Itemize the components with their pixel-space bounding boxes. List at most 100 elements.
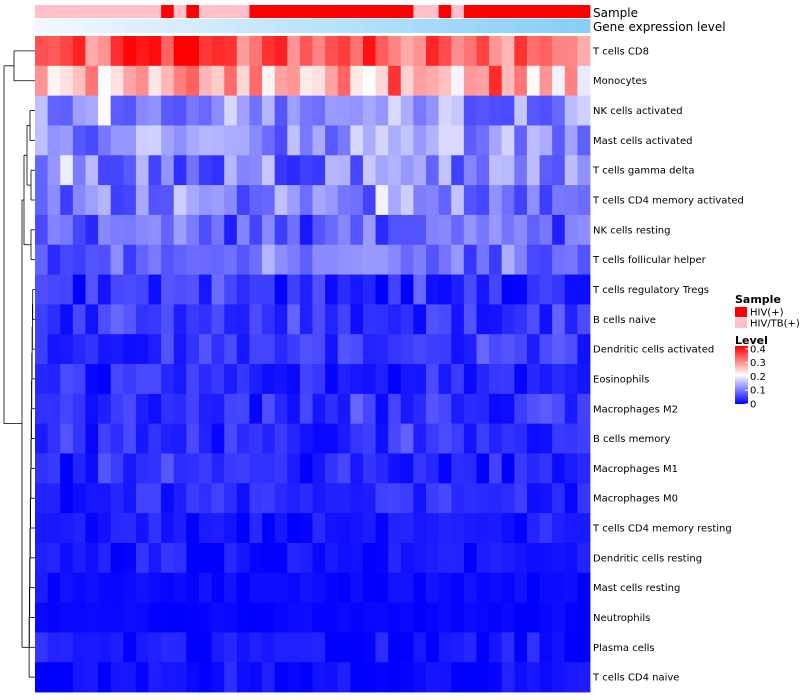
heatmap-cell	[350, 65, 364, 97]
heatmap-cell	[299, 274, 313, 305]
heatmap-cell	[501, 393, 515, 425]
heatmap-cell	[476, 334, 490, 365]
heatmap-cell	[72, 155, 86, 186]
heatmap-cell	[35, 632, 49, 663]
heatmap-cell	[173, 125, 187, 156]
heatmap-cell	[375, 423, 389, 454]
sample-annotation-cell	[375, 5, 389, 18]
heatmap-cell	[47, 423, 61, 454]
heatmap-cell	[388, 214, 402, 246]
heatmap-cell	[350, 513, 364, 544]
heatmap-cell	[400, 155, 414, 186]
heatmap-cell	[123, 125, 137, 156]
heatmap-cell	[148, 572, 162, 603]
heatmap-cell	[211, 125, 225, 156]
heatmap-cell	[135, 632, 149, 663]
heatmap-cell	[299, 393, 313, 425]
heatmap-cell	[438, 364, 452, 395]
heatmap-cell	[501, 274, 515, 305]
heatmap-cell	[249, 364, 263, 395]
legend: Sample HIV(+)HIV/TB(+) Level 0.4 0.3 0.2 0.…	[735, 293, 800, 411]
heatmap-cell	[362, 542, 376, 574]
heatmap-cell	[123, 483, 137, 514]
heatmap-cell	[299, 513, 313, 544]
heatmap-cell	[400, 364, 414, 395]
heatmap-cell	[85, 572, 99, 603]
heatmap-cell	[337, 274, 351, 305]
heatmap-cell	[135, 423, 149, 454]
heatmap-cell	[526, 95, 540, 126]
heatmap-cell	[98, 662, 112, 693]
heatmap-cell	[123, 632, 137, 663]
heatmap-cell	[337, 125, 351, 156]
heatmap-cell	[148, 423, 162, 454]
heatmap-cell	[400, 453, 414, 484]
heatmap-cell	[337, 662, 351, 693]
heatmap-cell	[577, 274, 591, 305]
heatmap-cell	[60, 393, 74, 425]
heatmap-cell	[274, 632, 288, 663]
heatmap-cell	[123, 36, 137, 67]
heatmap-cell	[98, 155, 112, 186]
sample-annotation-cell	[312, 5, 326, 18]
heatmap-cell	[552, 214, 566, 246]
heatmap-cell	[299, 632, 313, 663]
heatmap-cell	[224, 483, 238, 514]
heatmap-cell	[552, 662, 566, 693]
heatmap-cell	[236, 214, 250, 246]
heatmap-cell	[262, 36, 276, 67]
heatmap-cell	[72, 662, 86, 693]
heatmap-cell	[72, 244, 86, 275]
heatmap-cell	[60, 632, 74, 663]
heatmap-cell	[211, 65, 225, 97]
heatmap-cell	[262, 214, 276, 246]
heatmap-cell	[514, 513, 528, 544]
heatmap-cell	[438, 95, 452, 126]
heatmap-cell	[287, 36, 301, 67]
heatmap-cell	[236, 423, 250, 454]
heatmap-cell	[173, 483, 187, 514]
sample-annotation-cell	[148, 5, 162, 18]
heatmap-cell	[463, 572, 477, 603]
gene-expression-annotation-cell	[438, 19, 452, 33]
heatmap-cell	[362, 185, 376, 216]
heatmap-cell	[211, 423, 225, 454]
sample-annotation-cell	[274, 5, 288, 18]
heatmap-cell	[211, 304, 225, 335]
heatmap-cell	[362, 125, 376, 156]
heatmap-cell	[577, 483, 591, 514]
heatmap-cell	[72, 65, 86, 97]
heatmap-cell	[426, 632, 440, 663]
heatmap-cell	[85, 65, 99, 97]
heatmap-cell	[262, 155, 276, 186]
heatmap-cell	[47, 36, 61, 67]
heatmap-cell	[350, 602, 364, 633]
heatmap-cell	[198, 542, 212, 574]
heatmap-cell	[224, 513, 238, 544]
heatmap-cell	[60, 155, 74, 186]
heatmap-cell	[47, 334, 61, 365]
heatmap-cell	[148, 214, 162, 246]
heatmap-cell	[552, 393, 566, 425]
heatmap-cell	[514, 542, 528, 574]
heatmap-cell	[60, 572, 74, 603]
heatmap-cell	[198, 334, 212, 365]
heatmap-cell	[350, 423, 364, 454]
row-label: NK cells resting	[593, 225, 670, 236]
heatmap-cell	[564, 334, 578, 365]
heatmap-cell	[426, 334, 440, 365]
sample-annotation-cell	[413, 5, 427, 18]
heatmap-cell	[224, 453, 238, 484]
heatmap-cell	[451, 542, 465, 574]
heatmap-cell	[463, 214, 477, 246]
heatmap-cell	[211, 155, 225, 186]
heatmap-cell	[552, 513, 566, 544]
heatmap-cell	[463, 95, 477, 126]
heatmap-cell	[85, 214, 99, 246]
heatmap-cell	[362, 334, 376, 365]
heatmap-cell	[224, 393, 238, 425]
heatmap-cell	[577, 244, 591, 275]
heatmap-cell	[98, 65, 112, 97]
heatmap-cell	[362, 602, 376, 633]
heatmap-cell	[249, 214, 263, 246]
